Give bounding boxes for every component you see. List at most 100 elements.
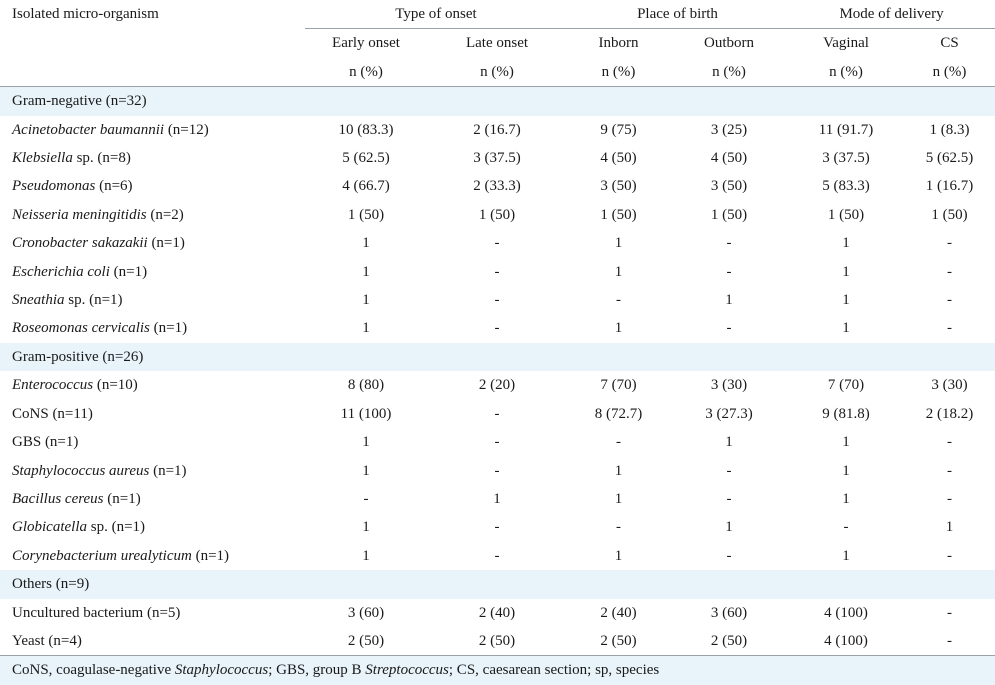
value-cell: 3 (50) [600,178,637,195]
value-cell: 4 (66.7) [342,178,390,195]
value-cell: 3 (37.5) [473,150,521,167]
value-cell: 2 (50) [670,626,788,657]
table-row: Globicatella sp. (n=1) 1 - - 1 - 1 [0,513,995,541]
unit-label: n (%) [904,57,995,88]
organism-name-cell: Roseomonas cervicalis (n=1) [0,314,305,342]
value-cell: 2 (50) [427,626,567,657]
value-cell: 2 (33.3) [473,178,521,195]
value-cell: 1 [842,462,850,479]
value-cell: 1 [842,320,850,337]
value-cell: 8 (80) [347,377,385,394]
organism-name: CoNS [12,405,49,422]
table-row: Corynebacterium urealyticum (n=1) 1 - 1 - 1 - [0,542,995,570]
organism-name: Enterococcus [12,377,94,394]
table-row: CoNS (n=11) 11 (100) - 8 (72.7) 3 (27.3) 9 (8… [0,400,995,428]
col-header-outborn: Outborn [670,28,788,58]
col-header-cs: CS [904,28,995,58]
value-cell: - [843,519,849,536]
value-cell: - [947,604,952,621]
value-cell: - [494,519,500,536]
table-row: Staphylococcus aureus (n=1) 1 - 1 - 1 - [0,457,995,485]
organism-name: Escherichia coli [12,263,110,280]
value-cell: 1 [362,263,370,280]
value-cell: 1 [614,490,623,507]
organism-count: (n=2) [146,206,184,223]
value-cell: 1 (50) [931,206,968,223]
value-cell: 2 (20) [478,377,516,394]
header-row-columns: Early onset Late onset Inborn Outborn Va… [0,28,995,58]
value-cell: 11 (100) [340,405,392,422]
section-header-row: Gram-positive (n=26) [0,342,995,372]
organism-count: (n=1) [147,235,185,252]
header-spacer [0,28,305,58]
organism-column-header: Isolated micro-organism [0,0,305,29]
value-cell: - [726,462,732,479]
value-cell: 2 (50) [305,626,427,657]
organism-count: (n=1) [191,547,230,564]
value-cell: - [494,235,500,252]
value-cell: - [947,490,952,507]
value-cell: 1 [842,434,850,451]
organism-name-cell: Acinetobacter baumannii (n=12) [0,116,305,144]
value-cell: 11 (91.7) [818,121,874,138]
unit-label: n (%) [305,57,427,88]
value-cell: - [494,462,500,479]
value-cell: 3 (37.5) [822,150,870,167]
value-cell: 1 [842,490,850,507]
value-cell: 1 [614,547,623,564]
table-row: Escherichia coli (n=1) 1 - 1 - 1 - [0,258,995,286]
value-cell: 1 (50) [600,206,637,223]
footnote-row: CoNS, coagulase-negative Staphylococcus;… [0,655,995,685]
organism-name: Sneathia [12,292,65,309]
value-cell: 3 (30) [710,377,748,394]
value-cell: 3 (60) [347,604,385,621]
table-row: Yeast (n=4) 2 (50) 2 (50) 2 (50) 2 (50) 4 (10… [0,626,995,657]
section-header-row: Others (n=9) [0,570,995,599]
value-cell: - [947,292,952,309]
organism-name-cell: Yeast (n=4) [0,626,305,657]
organism-name-cell: Pseudomonas (n=6) [0,172,305,200]
header-row-groups: Isolated micro-organism Type of onset Pl… [0,0,995,30]
value-cell: 1 [725,292,733,309]
organism-name-cell: Escherichia coli (n=1) [0,258,305,286]
value-cell: 1 [493,490,501,507]
organism-count: (n=11) [48,405,93,422]
value-cell: 8 (72.7) [594,405,643,422]
organism-count: sp. (n=8) [72,150,131,167]
footnote-text: CoNS, coagulase-negative [12,662,175,679]
value-cell: - [904,626,995,657]
footnote-text: Staphylococcus [174,662,269,679]
organism-name-cell: Klebsiella sp. (n=8) [0,144,305,172]
organism-name: Acinetobacter baumannii [12,121,165,138]
unit-label: n (%) [427,57,567,88]
value-cell: 2 (50) [567,626,670,657]
value-cell: - [726,320,732,337]
organism-name-cell: Globicatella sp. (n=1) [0,513,305,541]
table-row: GBS (n=1) 1 - - 1 1 - [0,428,995,456]
unit-label: n (%) [788,57,904,88]
value-cell: 3 (27.3) [705,405,753,422]
value-cell: 2 (40) [600,604,637,621]
value-cell: 1 (16.7) [925,178,974,195]
value-cell: 4 (50) [600,150,637,167]
organism-count: (n=10) [93,377,138,394]
value-cell: - [363,490,369,507]
value-cell: - [494,292,500,309]
organism-count: sp. (n=1) [64,292,123,309]
value-cell: 7 (70) [600,377,637,394]
value-cell: 3 (30) [931,377,968,394]
value-cell: 1 [842,263,850,280]
value-cell: 1 [614,235,623,252]
organism-name-cell: Corynebacterium urealyticum (n=1) [0,542,305,570]
value-cell: 1 [725,434,733,451]
value-cell: 2 (40) [478,604,516,621]
value-cell: - [616,519,621,536]
table-row: Klebsiella sp. (n=8) 5 (62.5) 3 (37.5) 4 (5… [0,144,995,172]
value-cell: 1 [362,547,370,564]
value-cell: 1 [614,462,623,479]
table-row: Neisseria meningitidis (n=2) 1 (50) 1 (50)… [0,201,995,229]
table-row: Acinetobacter baumannii (n=12) 10 (83.3) 2… [0,116,995,144]
unit-label: n (%) [670,57,788,88]
